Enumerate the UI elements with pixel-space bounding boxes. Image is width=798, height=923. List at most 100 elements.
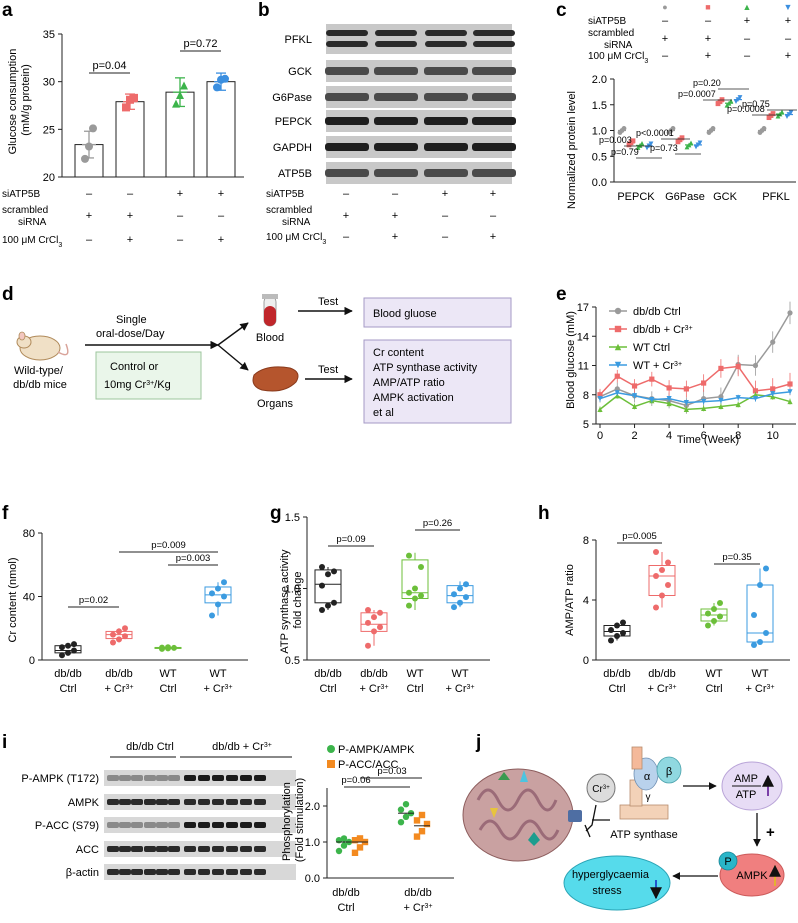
- data-point: [335, 847, 343, 855]
- data-point: [751, 642, 757, 648]
- arrow-to-organs: [217, 344, 249, 371]
- condition-sign: –: [442, 210, 449, 222]
- data-point: [221, 593, 227, 600]
- panel-letter: b: [258, 0, 270, 21]
- data-point: [770, 111, 776, 116]
- result-blood-glucose: Blood gluose: [373, 308, 437, 320]
- blot-band: [240, 846, 252, 852]
- data-point: [733, 99, 739, 105]
- data-point: [649, 397, 655, 403]
- blot-band: [212, 775, 224, 781]
- condition-sign: +: [392, 231, 398, 243]
- blot-band: [254, 799, 266, 805]
- western-blot-panel: PFKL GCK G6Pase PEPCK GAPDH ATP5B: [272, 24, 516, 184]
- mouse-label-line2: db/db mice: [13, 379, 67, 391]
- y-axis-label: Normalized protein level: [566, 91, 578, 209]
- organ-test-item: et al: [373, 407, 394, 419]
- category-label: + Cr3+: [647, 683, 676, 695]
- data-point: [463, 594, 469, 601]
- y-tick-label: 14: [577, 331, 589, 343]
- band-label: P-AMPK (T172): [21, 773, 99, 785]
- p-value: p=0.0008: [727, 104, 765, 114]
- band-label: AMPK: [68, 797, 100, 809]
- blood-glucose-plot: 5 8 11 14 17 0 2 4 6 8 10 db/db Ctrl db/db + Cr3+ WT …: [577, 301, 796, 442]
- data-point: [735, 97, 741, 102]
- inhibition-bar: [584, 824, 591, 838]
- mouse-label: Wild-type/ db/db mice: [13, 365, 67, 391]
- blot-band: [144, 846, 156, 852]
- panel-a: a Glucose consumption (mM/g protein) 202…: [2, 0, 244, 249]
- blot-band: [131, 799, 143, 805]
- y-axis-label: Cr content (nmol): [7, 558, 19, 643]
- y-tick-label: 1.0: [592, 126, 607, 138]
- condition-sign: –: [442, 231, 449, 243]
- data-point: [737, 95, 743, 100]
- blot-band: [168, 822, 180, 828]
- data-point: [735, 363, 741, 370]
- group2-label: db/db + Cr3+: [212, 741, 272, 753]
- legend-symbol: ■: [705, 2, 710, 12]
- data-point: [630, 138, 636, 144]
- condition-label: scrambled: [588, 28, 634, 39]
- y-tick-label: 1.5: [592, 100, 607, 112]
- blot-band: [156, 869, 168, 875]
- data-point: [701, 380, 707, 386]
- blot-band: [472, 143, 516, 151]
- data-point: [757, 582, 763, 588]
- blot-strip: [326, 60, 512, 82]
- outcome-line1: hyperglycaemia: [572, 869, 650, 881]
- data-point: [377, 624, 383, 631]
- y-tick-label: 1.0: [305, 837, 320, 849]
- group1-label: db/db Ctrl: [126, 741, 174, 753]
- data-point: [85, 142, 93, 151]
- blot-band: [472, 93, 516, 101]
- dose-line2: oral-dose/Day: [96, 328, 165, 340]
- condition-label: siATP5B: [2, 189, 40, 200]
- data-point: [412, 585, 418, 592]
- blot-band: [144, 869, 156, 875]
- data-point: [413, 817, 421, 824]
- organs-label: Organs: [257, 398, 294, 410]
- y-tick-label: 0: [583, 655, 589, 667]
- blot-strip: [326, 110, 512, 132]
- mouse-label-line1: Wild-type/: [14, 365, 64, 377]
- bar: [115, 101, 145, 178]
- atp-synthase-label: ATP synthase: [610, 829, 677, 841]
- phosphorylation-plot: 0.0 1.0 2.0 P-AMPK/AMPK P-ACC/ACC p=0.06 p=0.0…: [305, 744, 454, 914]
- condition-sign: –: [343, 231, 350, 243]
- data-point: [397, 806, 405, 813]
- treatment-line1: Control or: [110, 361, 159, 373]
- data-point: [788, 110, 794, 115]
- blot-strip: [326, 136, 512, 158]
- data-point: [718, 398, 724, 404]
- data-point: [397, 819, 405, 826]
- treatment-label: Control or 10mg Cr3+/Kg: [104, 361, 171, 391]
- data-point: [71, 647, 77, 654]
- data-point: [406, 552, 412, 559]
- condition-sign: +: [392, 210, 398, 222]
- data-point: [735, 395, 741, 401]
- data-point: [620, 630, 626, 636]
- blot-band: [107, 799, 119, 805]
- p-value: p=0.02: [79, 595, 108, 606]
- blood-tube-icon: [262, 294, 278, 327]
- data-point: [621, 126, 627, 131]
- y-tick-label: 35: [43, 29, 55, 41]
- blot-band: [226, 846, 238, 852]
- series-line: [599, 312, 791, 407]
- y-tick-label: 0: [29, 655, 35, 667]
- x-tick-label: 4: [666, 430, 672, 442]
- y-label-line1: Glucose consumption: [7, 49, 19, 155]
- blot-band: [198, 775, 210, 781]
- data-point: [705, 622, 711, 629]
- band-label: β-actin: [66, 867, 99, 879]
- blot-band: [184, 846, 196, 852]
- blot-band: [184, 799, 196, 805]
- data-point: [666, 396, 672, 402]
- data-point: [787, 398, 793, 405]
- condition-sign: +: [177, 188, 183, 200]
- data-point: [752, 362, 759, 369]
- liver-icon: [252, 366, 299, 392]
